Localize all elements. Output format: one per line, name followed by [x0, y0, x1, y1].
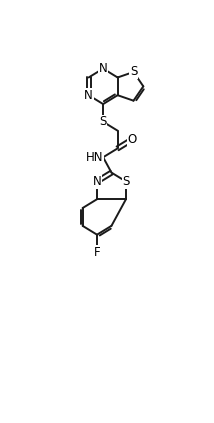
Text: HN: HN — [86, 151, 103, 164]
Text: S: S — [100, 115, 107, 128]
Text: O: O — [128, 133, 137, 146]
Text: N: N — [99, 62, 107, 75]
Text: N: N — [93, 175, 101, 188]
Text: F: F — [94, 246, 100, 259]
Text: N: N — [84, 89, 93, 102]
Text: S: S — [122, 175, 130, 188]
Text: S: S — [130, 66, 137, 79]
